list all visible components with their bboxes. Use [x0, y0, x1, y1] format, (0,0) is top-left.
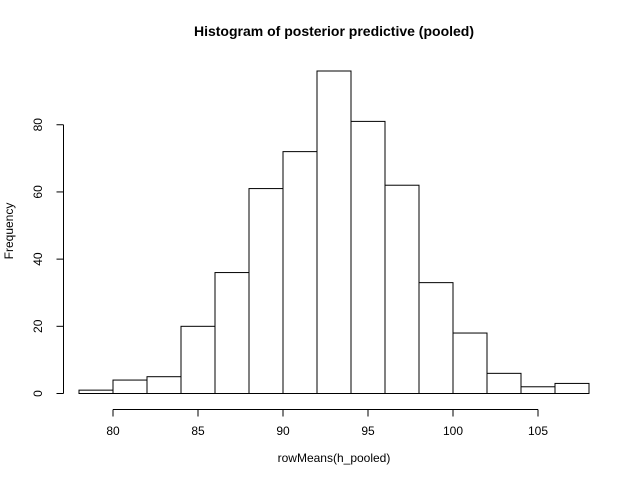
bars-group [78, 70, 590, 394]
x-tick-label: 95 [361, 424, 375, 438]
histogram-bar [146, 376, 182, 394]
histogram-bar [520, 386, 556, 394]
histogram-bar [78, 389, 114, 394]
y-axis: 0 20 40 60 80 [31, 118, 64, 397]
x-tick-label: 85 [191, 424, 205, 438]
y-axis-label: Frequency [2, 203, 16, 260]
y-tick-label: 60 [31, 185, 45, 199]
x-axis: 80 85 90 95 100 105 [106, 409, 548, 438]
histogram-bar [350, 120, 386, 394]
histogram-bar [112, 379, 148, 394]
chart-title: Histogram of posterior predictive (poole… [194, 23, 474, 39]
x-axis-label: rowMeans(h_pooled) [278, 451, 391, 465]
y-tick-label: 0 [31, 390, 45, 397]
histogram-bar [180, 325, 216, 394]
histogram-bar [418, 282, 454, 394]
histogram-bar [554, 382, 590, 394]
histogram-bar [486, 372, 522, 394]
histogram-bar [248, 188, 284, 394]
x-tick-label: 100 [443, 424, 463, 438]
x-tick-label: 105 [528, 424, 548, 438]
x-tick-label: 90 [276, 424, 290, 438]
histogram-bar [384, 184, 420, 394]
y-tick-label: 80 [31, 118, 45, 132]
histogram-bar [316, 70, 352, 394]
x-tick-label: 80 [106, 424, 120, 438]
y-tick-label: 40 [31, 252, 45, 266]
histogram-bar [452, 332, 488, 394]
y-tick-label: 20 [31, 319, 45, 333]
histogram-bar [214, 272, 250, 394]
histogram-bar [282, 151, 318, 394]
